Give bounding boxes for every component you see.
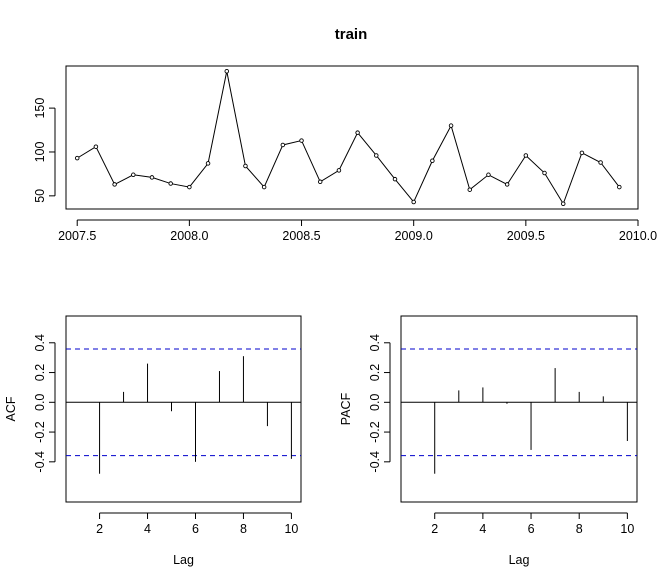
time-series-y-axis: 50 100 150 [33, 98, 56, 203]
y-tick-label: 100 [33, 142, 47, 163]
data-point [243, 163, 248, 169]
data-point [261, 184, 267, 190]
pacf-plot-frame [400, 315, 638, 503]
x-tick-label: 4 [479, 522, 486, 536]
data-point [467, 187, 473, 192]
data-point [504, 182, 510, 187]
data-point [131, 172, 136, 178]
acf-plot-frame [65, 315, 302, 503]
data-point [280, 142, 286, 148]
pacf-x-axis: 2 4 6 8 10 [431, 512, 634, 536]
data-point [617, 184, 622, 190]
data-point [355, 130, 360, 135]
data-point [486, 172, 491, 178]
pacf-x-axis-title: Lag [509, 553, 530, 567]
x-tick-label: 6 [192, 522, 199, 536]
y-tick-label: 50 [33, 189, 47, 203]
y-tick-label: -0.2 [368, 421, 382, 443]
y-tick-label: -0.4 [368, 451, 382, 473]
x-tick-label: 8 [240, 522, 247, 536]
y-tick-label: -0.4 [33, 451, 47, 473]
y-tick-label: 0.0 [368, 394, 382, 411]
data-point [224, 69, 230, 74]
data-point [392, 176, 398, 182]
data-point [542, 170, 547, 176]
data-point [374, 153, 379, 158]
x-tick-label: 2 [431, 522, 438, 536]
data-point [187, 184, 192, 190]
pacf-y-axis-title: PACF [339, 392, 353, 425]
y-tick-label: 150 [33, 98, 47, 119]
y-tick-label: 0.0 [33, 394, 47, 411]
x-tick-label: 10 [620, 522, 634, 536]
pacf-panel: 2 4 6 8 10 -0.4 -0.2 0.0 0.2 0.4 Lag PACF [339, 315, 638, 567]
data-point [317, 179, 323, 185]
data-point [523, 153, 529, 158]
acf-x-axis-title: Lag [173, 553, 194, 567]
data-point [74, 155, 80, 161]
x-tick-label: 10 [284, 522, 298, 536]
data-point [168, 181, 173, 186]
data-point [448, 123, 454, 128]
y-tick-label: -0.2 [33, 421, 47, 443]
data-point [411, 199, 416, 205]
data-point [93, 144, 99, 149]
acf-y-axis-title: ACF [4, 396, 18, 421]
pacf-marks [401, 348, 637, 474]
acf-x-axis: 2 4 6 8 10 [96, 512, 298, 536]
x-tick-label: 2009.5 [507, 229, 545, 243]
x-tick-label: 2 [96, 522, 103, 536]
x-tick-label: 2008.0 [170, 229, 208, 243]
data-point [336, 168, 342, 173]
x-tick-label: 6 [528, 522, 535, 536]
chart-title: train [335, 26, 368, 43]
data-point [299, 138, 304, 143]
x-tick-label: 2010.0 [619, 229, 657, 243]
data-point [205, 161, 211, 166]
acf-y-axis: -0.4 -0.2 0.0 0.2 0.4 [33, 334, 56, 473]
x-tick-label: 2007.5 [58, 229, 96, 243]
x-tick-label: 2009.0 [395, 229, 433, 243]
pacf-y-axis: -0.4 -0.2 0.0 0.2 0.4 [368, 334, 391, 473]
y-tick-label: 0.2 [33, 364, 47, 381]
x-tick-label: 2008.5 [282, 229, 320, 243]
time-series-x-axis: 2007.5 2008.0 2008.5 2009.0 2009.5 2010.0 [58, 219, 657, 243]
acf-marks [66, 348, 301, 474]
x-tick-label: 4 [144, 522, 151, 536]
data-point [149, 175, 155, 180]
y-tick-label: 0.4 [368, 334, 382, 351]
x-tick-label: 8 [576, 522, 583, 536]
time-series-plot-frame [65, 65, 639, 210]
time-series-panel: train 2007.5 2008.0 2008.5 2009.0 2009.5 2010… [33, 26, 657, 243]
series-line [76, 71, 620, 205]
time-series-series [74, 69, 622, 206]
data-point [560, 201, 566, 206]
y-tick-label: 0.4 [33, 334, 47, 351]
data-point [598, 160, 603, 165]
data-point [579, 150, 585, 156]
data-point [430, 158, 435, 163]
acf-panel: 2 4 6 8 10 -0.4 -0.2 0.0 0.2 0.4 Lag ACF [4, 315, 302, 567]
data-point [112, 182, 117, 187]
y-tick-label: 0.2 [368, 364, 382, 381]
